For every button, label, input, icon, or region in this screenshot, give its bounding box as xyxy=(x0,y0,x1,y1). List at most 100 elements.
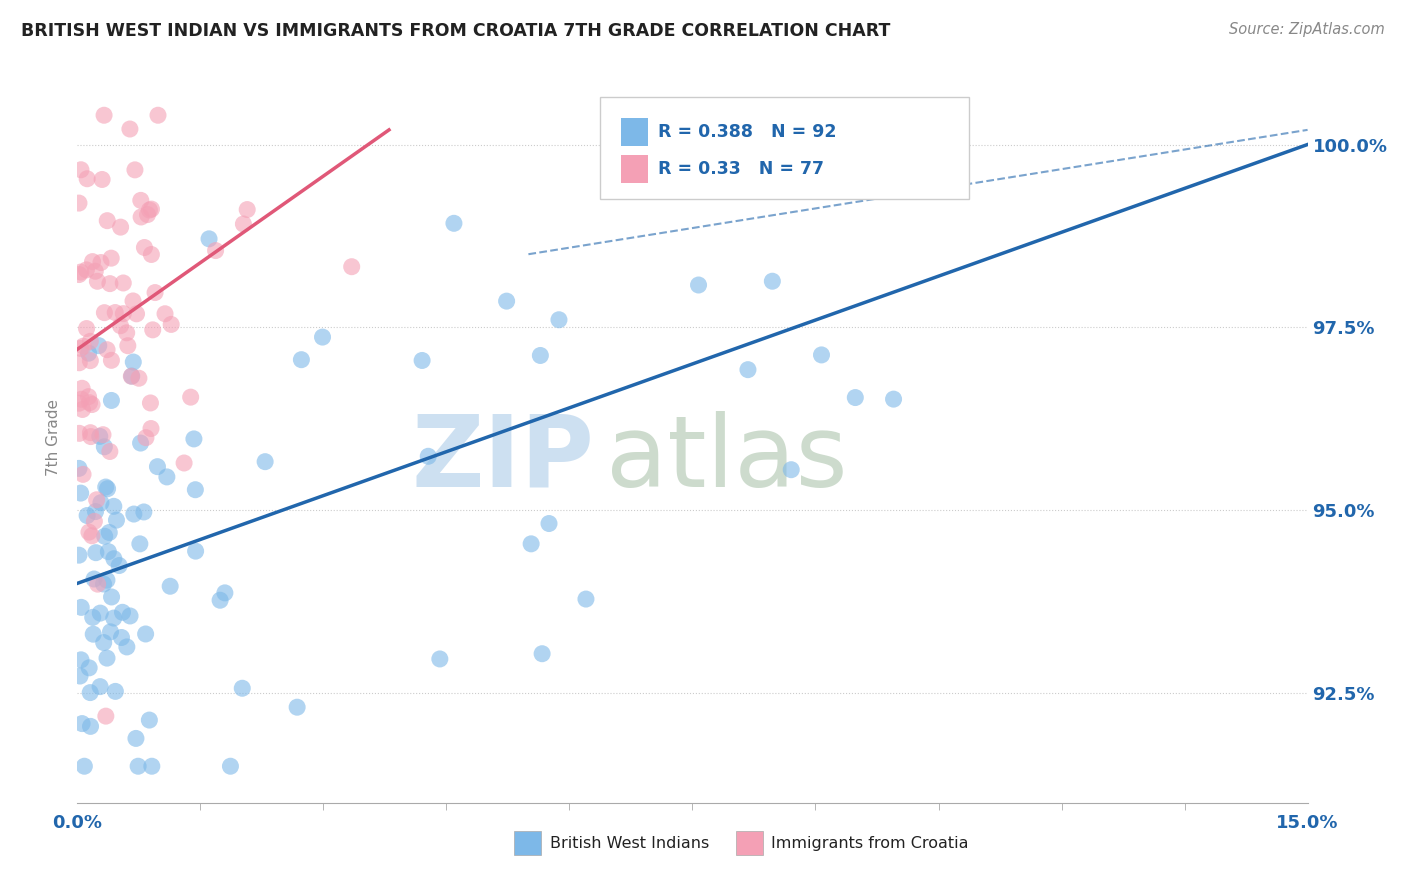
Point xyxy=(70,162,93,177)
Point xyxy=(780,463,803,477)
Point xyxy=(160,318,183,332)
Point xyxy=(429,652,451,666)
Point xyxy=(778,115,800,129)
Point xyxy=(89,680,111,694)
Point xyxy=(70,381,93,395)
Point xyxy=(100,624,122,639)
Point xyxy=(143,285,166,300)
Point xyxy=(141,202,163,216)
Point xyxy=(86,577,108,591)
Point xyxy=(214,586,236,600)
Point xyxy=(120,369,142,384)
Point xyxy=(128,537,150,551)
Point xyxy=(91,172,114,186)
Point xyxy=(79,425,101,440)
Point xyxy=(135,431,157,445)
Point xyxy=(103,611,125,625)
Point xyxy=(125,307,148,321)
Point xyxy=(529,349,551,363)
Point xyxy=(761,274,783,288)
Text: Source: ZipAtlas.com: Source: ZipAtlas.com xyxy=(1229,22,1385,37)
Point xyxy=(79,719,101,733)
Point xyxy=(122,507,145,521)
Point xyxy=(531,647,554,661)
Point xyxy=(77,346,100,360)
Point xyxy=(98,444,121,458)
Text: R = 0.388   N = 92: R = 0.388 N = 92 xyxy=(658,123,837,141)
Point xyxy=(180,390,202,404)
Point xyxy=(80,398,103,412)
Text: BRITISH WEST INDIAN VS IMMIGRANTS FROM CROATIA 7TH GRADE CORRELATION CHART: BRITISH WEST INDIAN VS IMMIGRANTS FROM C… xyxy=(21,22,890,40)
Point xyxy=(108,558,131,573)
Point xyxy=(69,669,91,683)
Point xyxy=(134,240,156,254)
Point xyxy=(97,482,120,496)
Point xyxy=(94,709,117,723)
Point xyxy=(93,529,115,543)
Point xyxy=(127,759,149,773)
Point xyxy=(82,610,104,624)
Point xyxy=(520,537,543,551)
FancyBboxPatch shape xyxy=(735,831,762,855)
Point xyxy=(153,307,176,321)
Point xyxy=(100,590,122,604)
Point xyxy=(90,496,112,510)
Point xyxy=(138,202,160,217)
Point xyxy=(70,653,93,667)
Point xyxy=(67,426,90,441)
Point xyxy=(121,369,143,384)
Point xyxy=(129,436,152,450)
Point xyxy=(86,274,108,288)
Point xyxy=(67,356,90,370)
Point xyxy=(138,713,160,727)
Point xyxy=(98,277,121,291)
Point xyxy=(83,514,105,528)
Point xyxy=(139,396,162,410)
FancyBboxPatch shape xyxy=(621,154,648,183)
Point xyxy=(96,213,118,227)
Point xyxy=(111,605,134,619)
Point xyxy=(110,318,132,333)
Point xyxy=(136,208,159,222)
Point xyxy=(97,544,120,558)
Point xyxy=(443,216,465,230)
Point xyxy=(96,651,118,665)
Point xyxy=(146,459,169,474)
Point xyxy=(84,546,107,560)
Point xyxy=(125,731,148,746)
Point xyxy=(98,525,121,540)
Point xyxy=(810,348,832,362)
Point xyxy=(77,661,100,675)
Point xyxy=(104,684,127,698)
Point xyxy=(77,390,100,404)
Point xyxy=(311,330,333,344)
Point xyxy=(124,162,146,177)
Point xyxy=(495,294,517,309)
Point xyxy=(139,421,162,435)
Point xyxy=(96,573,118,587)
Point xyxy=(184,544,207,558)
Point xyxy=(411,353,433,368)
Point xyxy=(110,631,132,645)
Text: R = 0.33   N = 77: R = 0.33 N = 77 xyxy=(658,160,824,178)
Point xyxy=(236,202,259,217)
Point xyxy=(100,393,122,408)
Point xyxy=(100,353,122,368)
Point xyxy=(84,264,107,278)
Point xyxy=(183,432,205,446)
Point xyxy=(844,391,866,405)
Point xyxy=(80,529,103,543)
FancyBboxPatch shape xyxy=(515,831,541,855)
Point xyxy=(79,685,101,699)
Point xyxy=(67,461,90,475)
Point xyxy=(72,467,94,482)
Point xyxy=(93,440,115,454)
Point xyxy=(86,492,108,507)
Point xyxy=(132,505,155,519)
Point xyxy=(72,402,94,417)
Point xyxy=(83,572,105,586)
Point xyxy=(89,606,111,620)
Text: ZIP: ZIP xyxy=(411,410,595,508)
Point xyxy=(76,321,98,335)
Point xyxy=(110,220,132,235)
